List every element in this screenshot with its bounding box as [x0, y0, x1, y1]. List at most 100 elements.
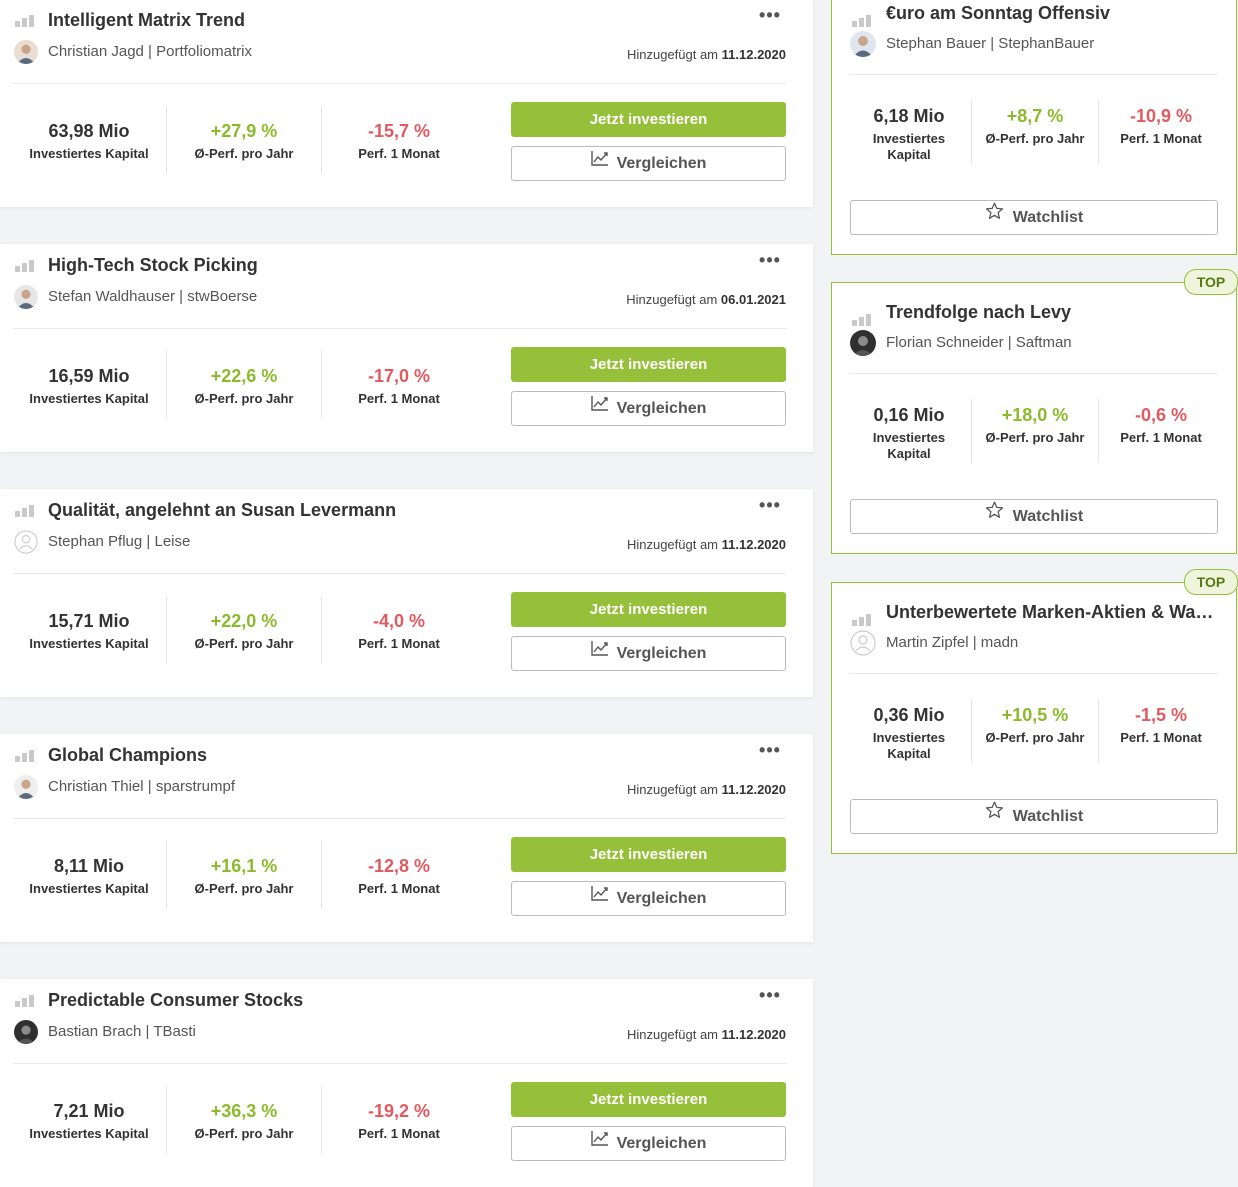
author-name[interactable]: Stephan Pflug | Leise	[48, 533, 191, 550]
stat-perf-month-value: -12,8 %	[367, 856, 431, 876]
stat-perf-month: -10,9 % Perf. 1 Monat	[1098, 104, 1224, 147]
stat-perf-month-label: Perf. 1 Monat	[358, 146, 440, 161]
added-label: Hinzugefügt am	[626, 537, 719, 552]
divider	[850, 373, 1218, 374]
portfolio-title[interactable]: High-Tech Stock Picking	[48, 255, 258, 275]
stat-capital-value: 15,71 Mio	[48, 611, 130, 631]
compare-button[interactable]: Vergleichen	[511, 636, 786, 671]
added-date: Hinzugefügt am 11.12.2020	[627, 781, 786, 799]
stat-perf-month-label: Perf. 1 Monat	[1120, 730, 1202, 745]
watchlist-button[interactable]: Watchlist	[850, 200, 1218, 235]
divider	[1098, 699, 1099, 763]
watchlist-label: Watchlist	[1012, 209, 1084, 226]
portfolio-card: High-Tech Stock Picking ••• Stefan Waldhau…	[0, 244, 813, 452]
stat-perf-month-label: Perf. 1 Monat	[358, 881, 440, 896]
chart-line-icon	[590, 635, 609, 668]
portfolio-title[interactable]: Qualität, angelehnt an Susan Levermann	[48, 500, 397, 520]
stat-perf-month: -19,2 % Perf. 1 Monat	[322, 1099, 476, 1142]
stat-capital: 16,59 Mio Investiertes Kapital	[12, 364, 166, 407]
compare-label: Vergleichen	[616, 400, 707, 417]
divider	[166, 1086, 167, 1154]
stat-perf-year-value: +8,7 %	[1006, 106, 1064, 126]
divider	[850, 74, 1218, 75]
stat-perf-year-value: +36,3 %	[210, 1101, 278, 1121]
stat-perf-year-value: +22,0 %	[210, 611, 278, 631]
watchlist-button[interactable]: Watchlist	[850, 799, 1218, 834]
more-dots-icon[interactable]: •••	[759, 250, 781, 270]
compare-button[interactable]: Vergleichen	[511, 391, 786, 426]
invest-button[interactable]: Jetzt investieren	[511, 592, 786, 627]
watchlist-button[interactable]: Watchlist	[850, 499, 1218, 534]
portfolio-title[interactable]: Global Champions	[48, 745, 208, 765]
stat-perf-month-label: Perf. 1 Monat	[358, 1126, 440, 1141]
compare-label: Vergleichen	[616, 1135, 707, 1152]
stat-perf-month: -0,6 % Perf. 1 Monat	[1098, 403, 1224, 446]
divider	[166, 841, 167, 909]
stat-capital: 7,21 Mio Investiertes Kapital	[12, 1099, 166, 1142]
chart-line-icon	[590, 390, 609, 423]
author-name[interactable]: Bastian Brach | TBasti	[48, 1023, 196, 1040]
stat-perf-month-value: -0,6 %	[1134, 405, 1188, 425]
stat-capital-value: 0,16 Mio	[873, 405, 945, 425]
invest-button[interactable]: Jetzt investieren	[511, 102, 786, 137]
avatar	[14, 775, 38, 799]
stat-perf-year: +36,3 % Ø-Perf. pro Jahr	[167, 1099, 321, 1142]
stat-perf-year: +8,7 % Ø-Perf. pro Jahr	[972, 104, 1098, 147]
avatar	[14, 1020, 38, 1044]
divider	[321, 1086, 322, 1154]
portfolio-title[interactable]: Unterbewertete Marken-Aktien & Wachstums…	[886, 602, 1220, 622]
stat-perf-year-value: +16,1 %	[210, 856, 278, 876]
stat-perf-month: -12,8 % Perf. 1 Monat	[322, 854, 476, 897]
star-outline-icon	[985, 498, 1004, 531]
stat-capital-label: Investiertes Kapital	[846, 131, 972, 163]
more-dots-icon[interactable]: •••	[759, 5, 781, 25]
portfolio-card: Qualität, angelehnt an Susan Levermann ••…	[0, 489, 813, 697]
compare-label: Vergleichen	[616, 890, 707, 907]
more-dots-icon[interactable]: •••	[759, 985, 781, 1005]
stat-perf-month: -17,0 % Perf. 1 Monat	[322, 364, 476, 407]
signal-bars-icon	[15, 259, 37, 277]
more-dots-icon[interactable]: •••	[759, 495, 781, 515]
divider	[1098, 399, 1099, 463]
invest-button[interactable]: Jetzt investieren	[511, 837, 786, 872]
stat-capital-label: Investiertes Kapital	[846, 730, 972, 762]
stat-capital-value: 16,59 Mio	[48, 366, 130, 386]
stat-perf-year-label: Ø-Perf. pro Jahr	[194, 391, 294, 406]
portfolio-title[interactable]: Trendfolge nach Levy	[886, 302, 1072, 322]
invest-button[interactable]: Jetzt investieren	[511, 1082, 786, 1117]
stat-perf-month-label: Perf. 1 Monat	[1120, 131, 1202, 146]
portfolio-title[interactable]: Predictable Consumer Stocks	[48, 990, 304, 1010]
stat-capital-label: Investiertes Kapital	[29, 636, 149, 651]
portfolio-title[interactable]: Intelligent Matrix Trend	[48, 10, 246, 30]
stat-perf-year: +16,1 % Ø-Perf. pro Jahr	[167, 854, 321, 897]
divider	[321, 106, 322, 174]
stat-capital-label-line: Kapital	[887, 746, 931, 761]
author-name[interactable]: Christian Thiel | sparstrumpf	[48, 778, 236, 795]
added-label: Hinzugefügt am	[626, 292, 718, 307]
compare-button[interactable]: Vergleichen	[511, 1126, 786, 1161]
more-dots-icon[interactable]: •••	[759, 740, 781, 760]
stat-perf-month-value: -4,0 %	[372, 611, 426, 631]
stat-perf-year: +18,0 % Ø-Perf. pro Jahr	[972, 403, 1098, 446]
author-name[interactable]: Martin Zipfel | madn	[886, 634, 1019, 651]
stat-capital-label: Investiertes Kapital	[846, 430, 972, 462]
compare-button[interactable]: Vergleichen	[511, 881, 786, 916]
signal-bars-icon	[852, 14, 874, 32]
stat-capital: 15,71 Mio Investiertes Kapital	[12, 609, 166, 652]
author-name[interactable]: Stefan Waldhauser | stwBoerse	[48, 288, 258, 305]
avatar	[850, 31, 876, 57]
author-name[interactable]: Stephan Bauer | StephanBauer	[886, 35, 1095, 52]
author-name[interactable]: Florian Schneider | Saftman	[886, 334, 1072, 351]
stat-capital-label-line: Investiertes	[872, 131, 946, 146]
portfolio-title[interactable]: €uro am Sonntag Offensiv	[886, 3, 1111, 23]
stat-capital-label-line: Kapital	[887, 147, 931, 162]
compare-button[interactable]: Vergleichen	[511, 146, 786, 181]
stat-perf-year: +10,5 % Ø-Perf. pro Jahr	[972, 703, 1098, 746]
stat-perf-year-label: Ø-Perf. pro Jahr	[194, 881, 294, 896]
invest-button[interactable]: Jetzt investieren	[511, 347, 786, 382]
divider	[13, 573, 786, 574]
stat-perf-year-label: Ø-Perf. pro Jahr	[985, 730, 1085, 745]
portfolio-card: Intelligent Matrix Trend ••• Christian Jag…	[0, 0, 813, 207]
author-name[interactable]: Christian Jagd | Portfoliomatrix	[48, 43, 252, 60]
divider	[13, 818, 786, 819]
